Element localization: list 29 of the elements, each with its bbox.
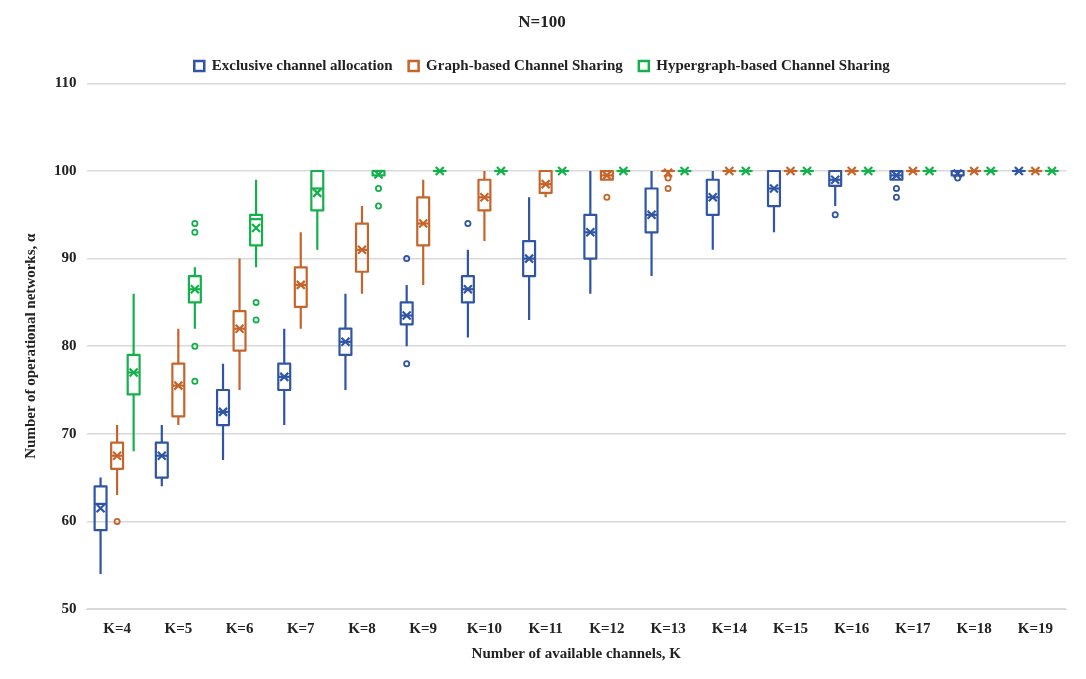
chart-title: N=100 xyxy=(518,11,566,31)
x-axis-title: Number of available channels, K xyxy=(471,644,682,661)
y-tick-label: 90 xyxy=(61,249,77,266)
legend-label: Hypergraph-based Channel Sharing xyxy=(656,56,891,73)
legend-label: Exclusive channel allocation xyxy=(211,56,394,73)
x-tick-label: K=5 xyxy=(164,619,193,636)
x-tick-label: K=7 xyxy=(286,619,316,636)
y-tick-label: 70 xyxy=(61,424,77,441)
x-tick-label: K=13 xyxy=(650,619,686,636)
x-tick-label: K=10 xyxy=(466,619,503,636)
x-tick-label: K=16 xyxy=(834,619,870,636)
x-tick-label: K=4 xyxy=(103,619,132,636)
legend-label: Graph-based Channel Sharing xyxy=(426,56,624,73)
x-tick-label: K=14 xyxy=(711,619,748,636)
y-tick-label: 100 xyxy=(54,161,77,178)
y-tick-label: 60 xyxy=(61,512,77,529)
x-tick-label: K=12 xyxy=(589,619,625,636)
x-tick-label: K=8 xyxy=(348,619,376,636)
x-tick-label: K=17 xyxy=(895,619,932,636)
y-axis-title: Number of operational networks, α xyxy=(21,232,38,459)
x-tick-label: K=11 xyxy=(528,619,563,636)
x-tick-label: K=18 xyxy=(956,619,992,636)
x-tick-label: K=15 xyxy=(772,619,809,636)
y-tick-label: 80 xyxy=(61,337,77,354)
x-tick-label: K=9 xyxy=(409,619,438,636)
x-tick-label: K=19 xyxy=(1017,619,1053,636)
x-tick-label: K=6 xyxy=(225,619,254,636)
y-tick-label: 50 xyxy=(61,599,77,616)
y-tick-label: 110 xyxy=(54,74,77,91)
